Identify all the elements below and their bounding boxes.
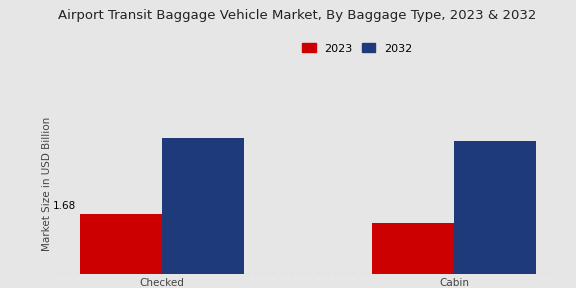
Legend: 2023, 2032: 2023, 2032 (299, 40, 415, 57)
Y-axis label: Market Size in USD Billion: Market Size in USD Billion (42, 117, 52, 251)
Bar (81, 214, 162, 274)
Bar (454, 141, 536, 274)
Text: Airport Transit Baggage Vehicle Market, By Baggage Type, 2023 & 2032: Airport Transit Baggage Vehicle Market, … (58, 9, 536, 22)
Bar (162, 138, 244, 274)
Bar (373, 223, 454, 274)
Text: 1.68: 1.68 (53, 202, 76, 211)
